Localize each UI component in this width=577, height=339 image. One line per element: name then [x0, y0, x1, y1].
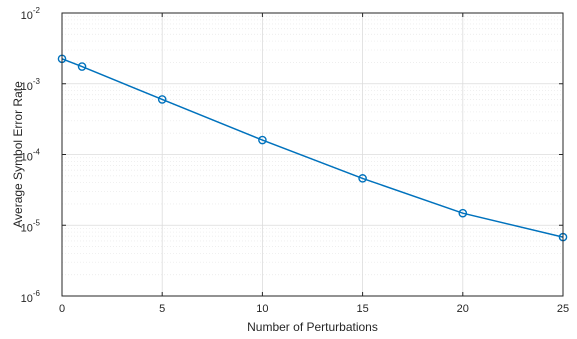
x-tick-label: 20: [457, 303, 469, 315]
y-tick-label: 10-2: [21, 6, 41, 22]
x-tick-label: 0: [59, 303, 65, 315]
data-point: [157, 95, 167, 104]
x-axis: 0 5 10 15 20 25: [59, 13, 569, 315]
y-axis: 10-6 10-5 10-4 10-3 10-2: [21, 6, 563, 305]
series-line: [61, 58, 564, 238]
data-point: [258, 135, 267, 145]
series-layer: [57, 54, 568, 242]
x-axis-label: Number of Perturbations: [247, 320, 378, 334]
y-tick-label: 10-3: [21, 77, 41, 93]
data-point: [358, 174, 367, 183]
x-tick-label: 25: [557, 303, 569, 315]
y-axis-label: Average Symbol Error Rate: [11, 81, 25, 228]
x-tick-label: 10: [256, 303, 268, 315]
y-tick-label: 10-6: [21, 289, 41, 305]
y-tick-label: 10-4: [21, 148, 41, 164]
data-point: [77, 62, 87, 71]
y-tick-label: 10-5: [21, 218, 41, 234]
x-tick-label: 15: [356, 303, 368, 315]
data-point: [458, 208, 468, 218]
x-tick-label: 5: [159, 303, 165, 315]
